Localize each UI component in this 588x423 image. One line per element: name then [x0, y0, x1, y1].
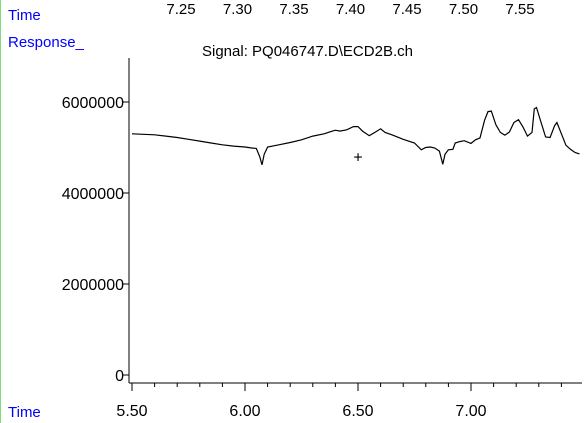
- y-axis-ticks: 0 2000000 4000000 6000000: [62, 95, 129, 385]
- top-time-ticks: 7.25 7.30 7.35 7.40 7.45 7.50 7.55: [166, 1, 534, 18]
- top-time-tick-label: 7.50: [449, 1, 478, 18]
- signal-title: Signal: PQ046747.D\ECD2B.ch: [202, 43, 413, 60]
- y-tick-label: 4000000: [62, 186, 124, 203]
- y-tick-label: 0: [115, 368, 124, 385]
- top-time-tick-label: 7.35: [279, 1, 308, 18]
- y-tick-label: 2000000: [62, 277, 124, 294]
- y-tick-label: 6000000: [62, 95, 124, 112]
- footer-time-label: Time: [8, 404, 41, 421]
- x-tick-label: 6.50: [342, 403, 373, 420]
- header-time-label: Time: [8, 7, 41, 24]
- x-axis-minor-ticks: [131, 383, 562, 387]
- top-time-tick-label: 7.25: [166, 1, 195, 18]
- x-tick-label: 5.50: [116, 403, 147, 420]
- top-time-tick-label: 7.55: [505, 1, 534, 18]
- x-axis-ticks: 5.50 6.00 6.50 7.00: [116, 383, 487, 420]
- x-tick-label: 6.00: [229, 403, 260, 420]
- top-time-tick-label: 7.40: [336, 1, 365, 18]
- signal-trace-line: [131, 106, 580, 165]
- response-label: Response_: [8, 34, 85, 51]
- cursor-marker: +: [353, 150, 362, 167]
- top-time-tick-label: 7.45: [392, 1, 421, 18]
- x-tick-label: 7.00: [455, 403, 486, 420]
- top-time-tick-label: 7.30: [223, 1, 252, 18]
